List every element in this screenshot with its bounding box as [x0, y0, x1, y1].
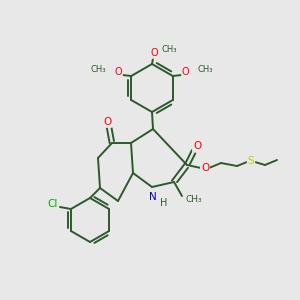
Text: O: O: [201, 163, 209, 173]
Text: O: O: [150, 48, 158, 58]
Text: CH₃: CH₃: [186, 194, 202, 203]
Text: S: S: [248, 156, 254, 166]
Text: N: N: [149, 192, 157, 202]
Text: CH₃: CH₃: [198, 64, 213, 74]
Text: CH₃: CH₃: [162, 44, 178, 53]
Text: CH₃: CH₃: [91, 64, 106, 74]
Text: H: H: [160, 198, 167, 208]
Text: O: O: [193, 141, 201, 151]
Text: Cl: Cl: [48, 199, 58, 209]
Text: O: O: [103, 117, 111, 127]
Text: O: O: [182, 67, 190, 77]
Text: O: O: [114, 67, 122, 77]
